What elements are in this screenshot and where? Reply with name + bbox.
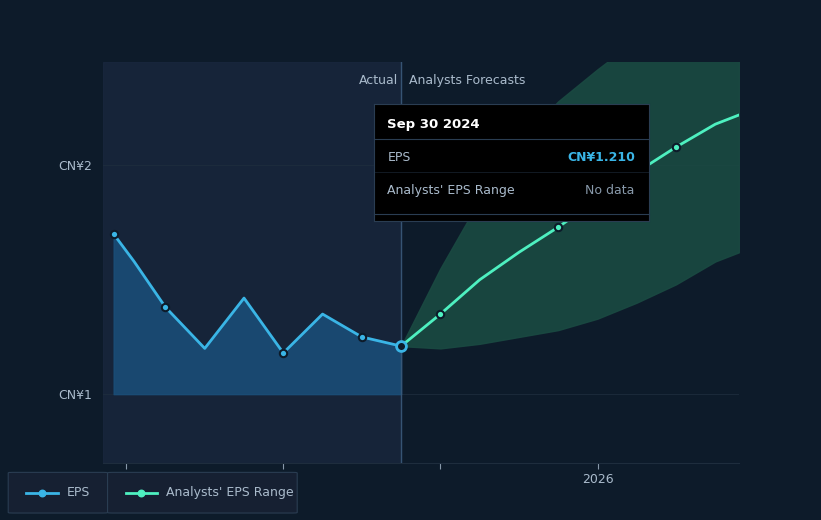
Point xyxy=(395,342,408,350)
Text: Analysts' EPS Range: Analysts' EPS Range xyxy=(167,486,294,499)
Point xyxy=(669,143,682,151)
Text: CN¥1.210: CN¥1.210 xyxy=(567,151,635,164)
FancyBboxPatch shape xyxy=(8,472,108,513)
Text: No data: No data xyxy=(585,184,635,197)
FancyBboxPatch shape xyxy=(108,472,297,513)
Point xyxy=(35,489,48,497)
Point xyxy=(433,310,447,318)
Point xyxy=(107,230,120,238)
Text: Sep 30 2024: Sep 30 2024 xyxy=(388,118,480,131)
Point xyxy=(135,489,148,497)
Point xyxy=(159,303,172,311)
Text: Analysts Forecasts: Analysts Forecasts xyxy=(409,74,525,87)
Text: EPS: EPS xyxy=(388,151,410,164)
Bar xyxy=(103,62,401,463)
Point xyxy=(552,223,565,231)
Text: Actual: Actual xyxy=(359,74,398,87)
Point xyxy=(277,349,290,357)
Text: EPS: EPS xyxy=(67,486,90,499)
Text: Analysts' EPS Range: Analysts' EPS Range xyxy=(388,184,515,197)
Point xyxy=(355,333,369,341)
